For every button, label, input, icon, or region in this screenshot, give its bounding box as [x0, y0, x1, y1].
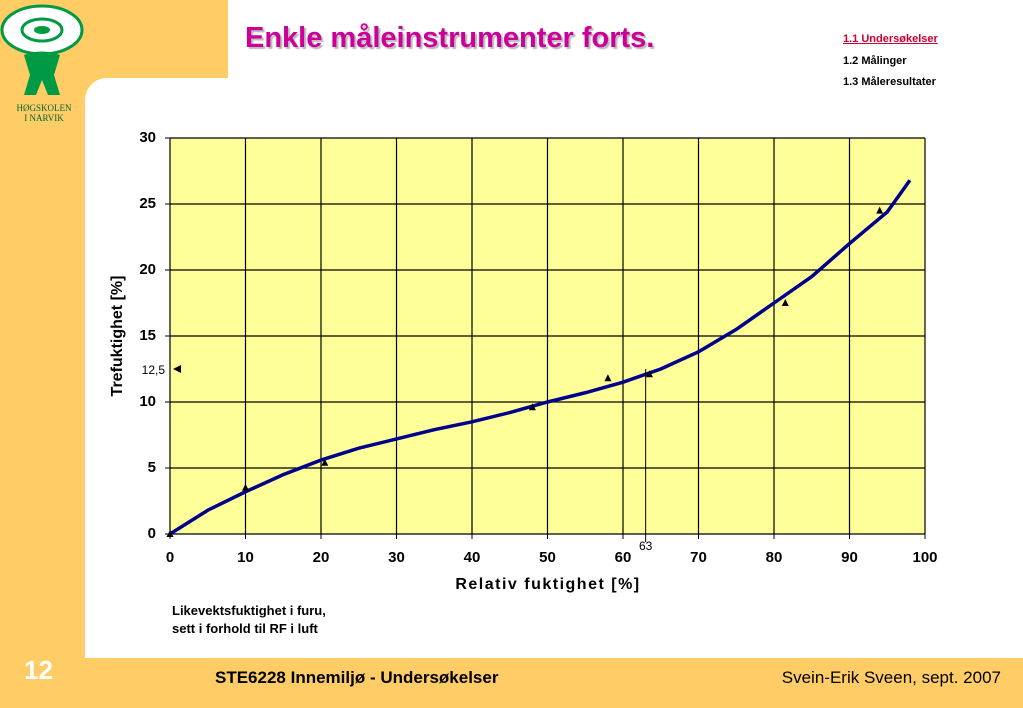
data-point [876, 206, 884, 214]
footer-left: STE6228 Innemiljø - Undersøkelser [215, 668, 499, 687]
footer-right: Svein-Erik Sveen, sept. 2007 [781, 668, 1001, 687]
logo-text: I NARVIK [24, 113, 64, 123]
y-tick-label: 10 [139, 393, 156, 410]
x-tick-label: 100 [912, 549, 937, 566]
y-tick-label: 20 [139, 261, 156, 278]
chart: Relativ fuktighet [%] Trefuktighet [%] 0… [109, 129, 937, 593]
x-tick-label: 30 [388, 549, 405, 566]
caption: Likevektsfuktighet i furu, [172, 603, 326, 618]
x-tick-label: 90 [841, 549, 858, 566]
x-tick-label: 70 [690, 549, 707, 566]
data-line [169, 179, 912, 536]
x-tick-label: 20 [313, 549, 330, 566]
data-point [781, 299, 789, 306]
y-axis-title: Trefuktighet [%] [109, 276, 126, 397]
x-tick-label: 50 [539, 549, 556, 566]
menu-item: 1.3 Måleresultater [843, 76, 936, 88]
y-tick-label: 15 [139, 327, 156, 344]
data-point [645, 370, 653, 378]
marker-label: 63 [639, 539, 653, 553]
caption: sett i forhold til RF i luft [172, 621, 318, 636]
y-tick-label: 25 [139, 195, 156, 212]
x-tick-label: 80 [766, 549, 783, 566]
slide-number: 12 [24, 655, 53, 685]
x-tick-label: 10 [237, 549, 254, 566]
y-tick-label: 5 [148, 459, 156, 476]
marker-arrow [173, 365, 181, 373]
y-tick-label: 30 [139, 129, 156, 146]
header-area [228, 0, 1023, 90]
menu-link[interactable]: 1.1 Undersøkelser [843, 33, 938, 45]
x-tick-label: 40 [464, 549, 481, 566]
logo: HØGSKOLEN I NARVIK [0, 4, 84, 123]
data-point [528, 403, 536, 411]
marker-label: 12,5 [142, 363, 166, 377]
x-axis-title: Relativ fuktighet [%] [455, 576, 640, 593]
y-tick-label: 0 [148, 525, 156, 542]
data-point [604, 374, 612, 382]
logo-text: HØGSKOLEN [17, 103, 72, 113]
x-tick-label: 60 [615, 549, 632, 566]
menu-item: 1.2 Målinger [843, 55, 907, 67]
data-point [321, 458, 329, 466]
data-point [242, 483, 249, 491]
x-tick-label: 0 [166, 549, 174, 566]
slide-title: Enkle måleinstrumenter forts. [245, 22, 655, 54]
data-point [166, 530, 174, 537]
